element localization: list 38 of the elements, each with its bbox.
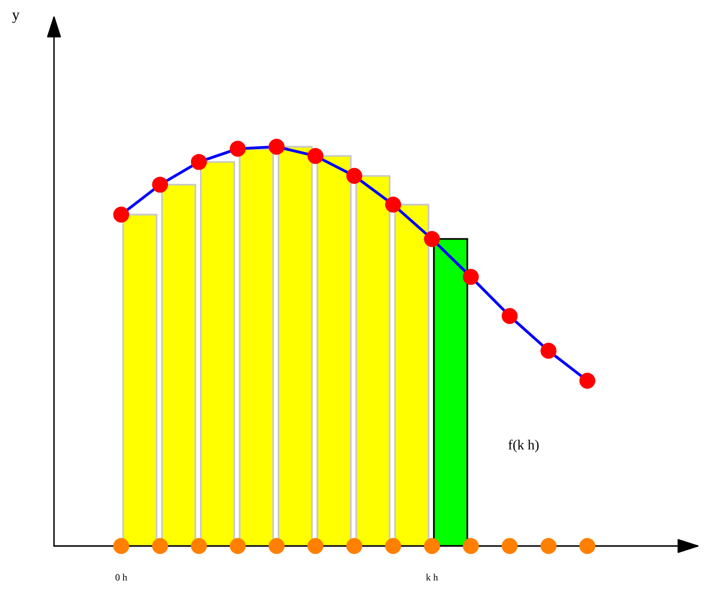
point <box>268 538 285 554</box>
point <box>113 206 130 223</box>
point <box>579 538 596 554</box>
point <box>424 231 440 247</box>
bar <box>238 148 274 546</box>
bar <box>161 184 196 546</box>
point <box>579 372 596 389</box>
point <box>540 538 556 554</box>
point <box>385 196 402 213</box>
point <box>152 176 168 193</box>
bar <box>394 204 430 546</box>
point <box>307 148 324 164</box>
point <box>540 342 556 359</box>
point <box>502 538 518 554</box>
point <box>113 538 130 554</box>
bar <box>200 161 236 546</box>
bar <box>316 155 352 546</box>
bar <box>355 175 390 546</box>
point <box>346 168 362 184</box>
point <box>230 538 246 554</box>
point <box>346 538 362 554</box>
point <box>462 538 479 554</box>
point <box>462 268 479 285</box>
point <box>268 138 285 155</box>
bar <box>122 214 158 546</box>
annotation: f(k h) <box>508 440 539 452</box>
point <box>190 538 207 554</box>
x-tick-label: 0 h <box>115 574 128 581</box>
text: y <box>12 12 20 23</box>
point <box>385 538 402 554</box>
point <box>190 154 207 170</box>
point <box>152 538 168 554</box>
x-tick-label: k h <box>426 574 438 581</box>
bar <box>278 146 313 546</box>
point <box>230 140 246 157</box>
point <box>307 538 324 554</box>
point <box>424 538 440 554</box>
point <box>502 308 518 324</box>
